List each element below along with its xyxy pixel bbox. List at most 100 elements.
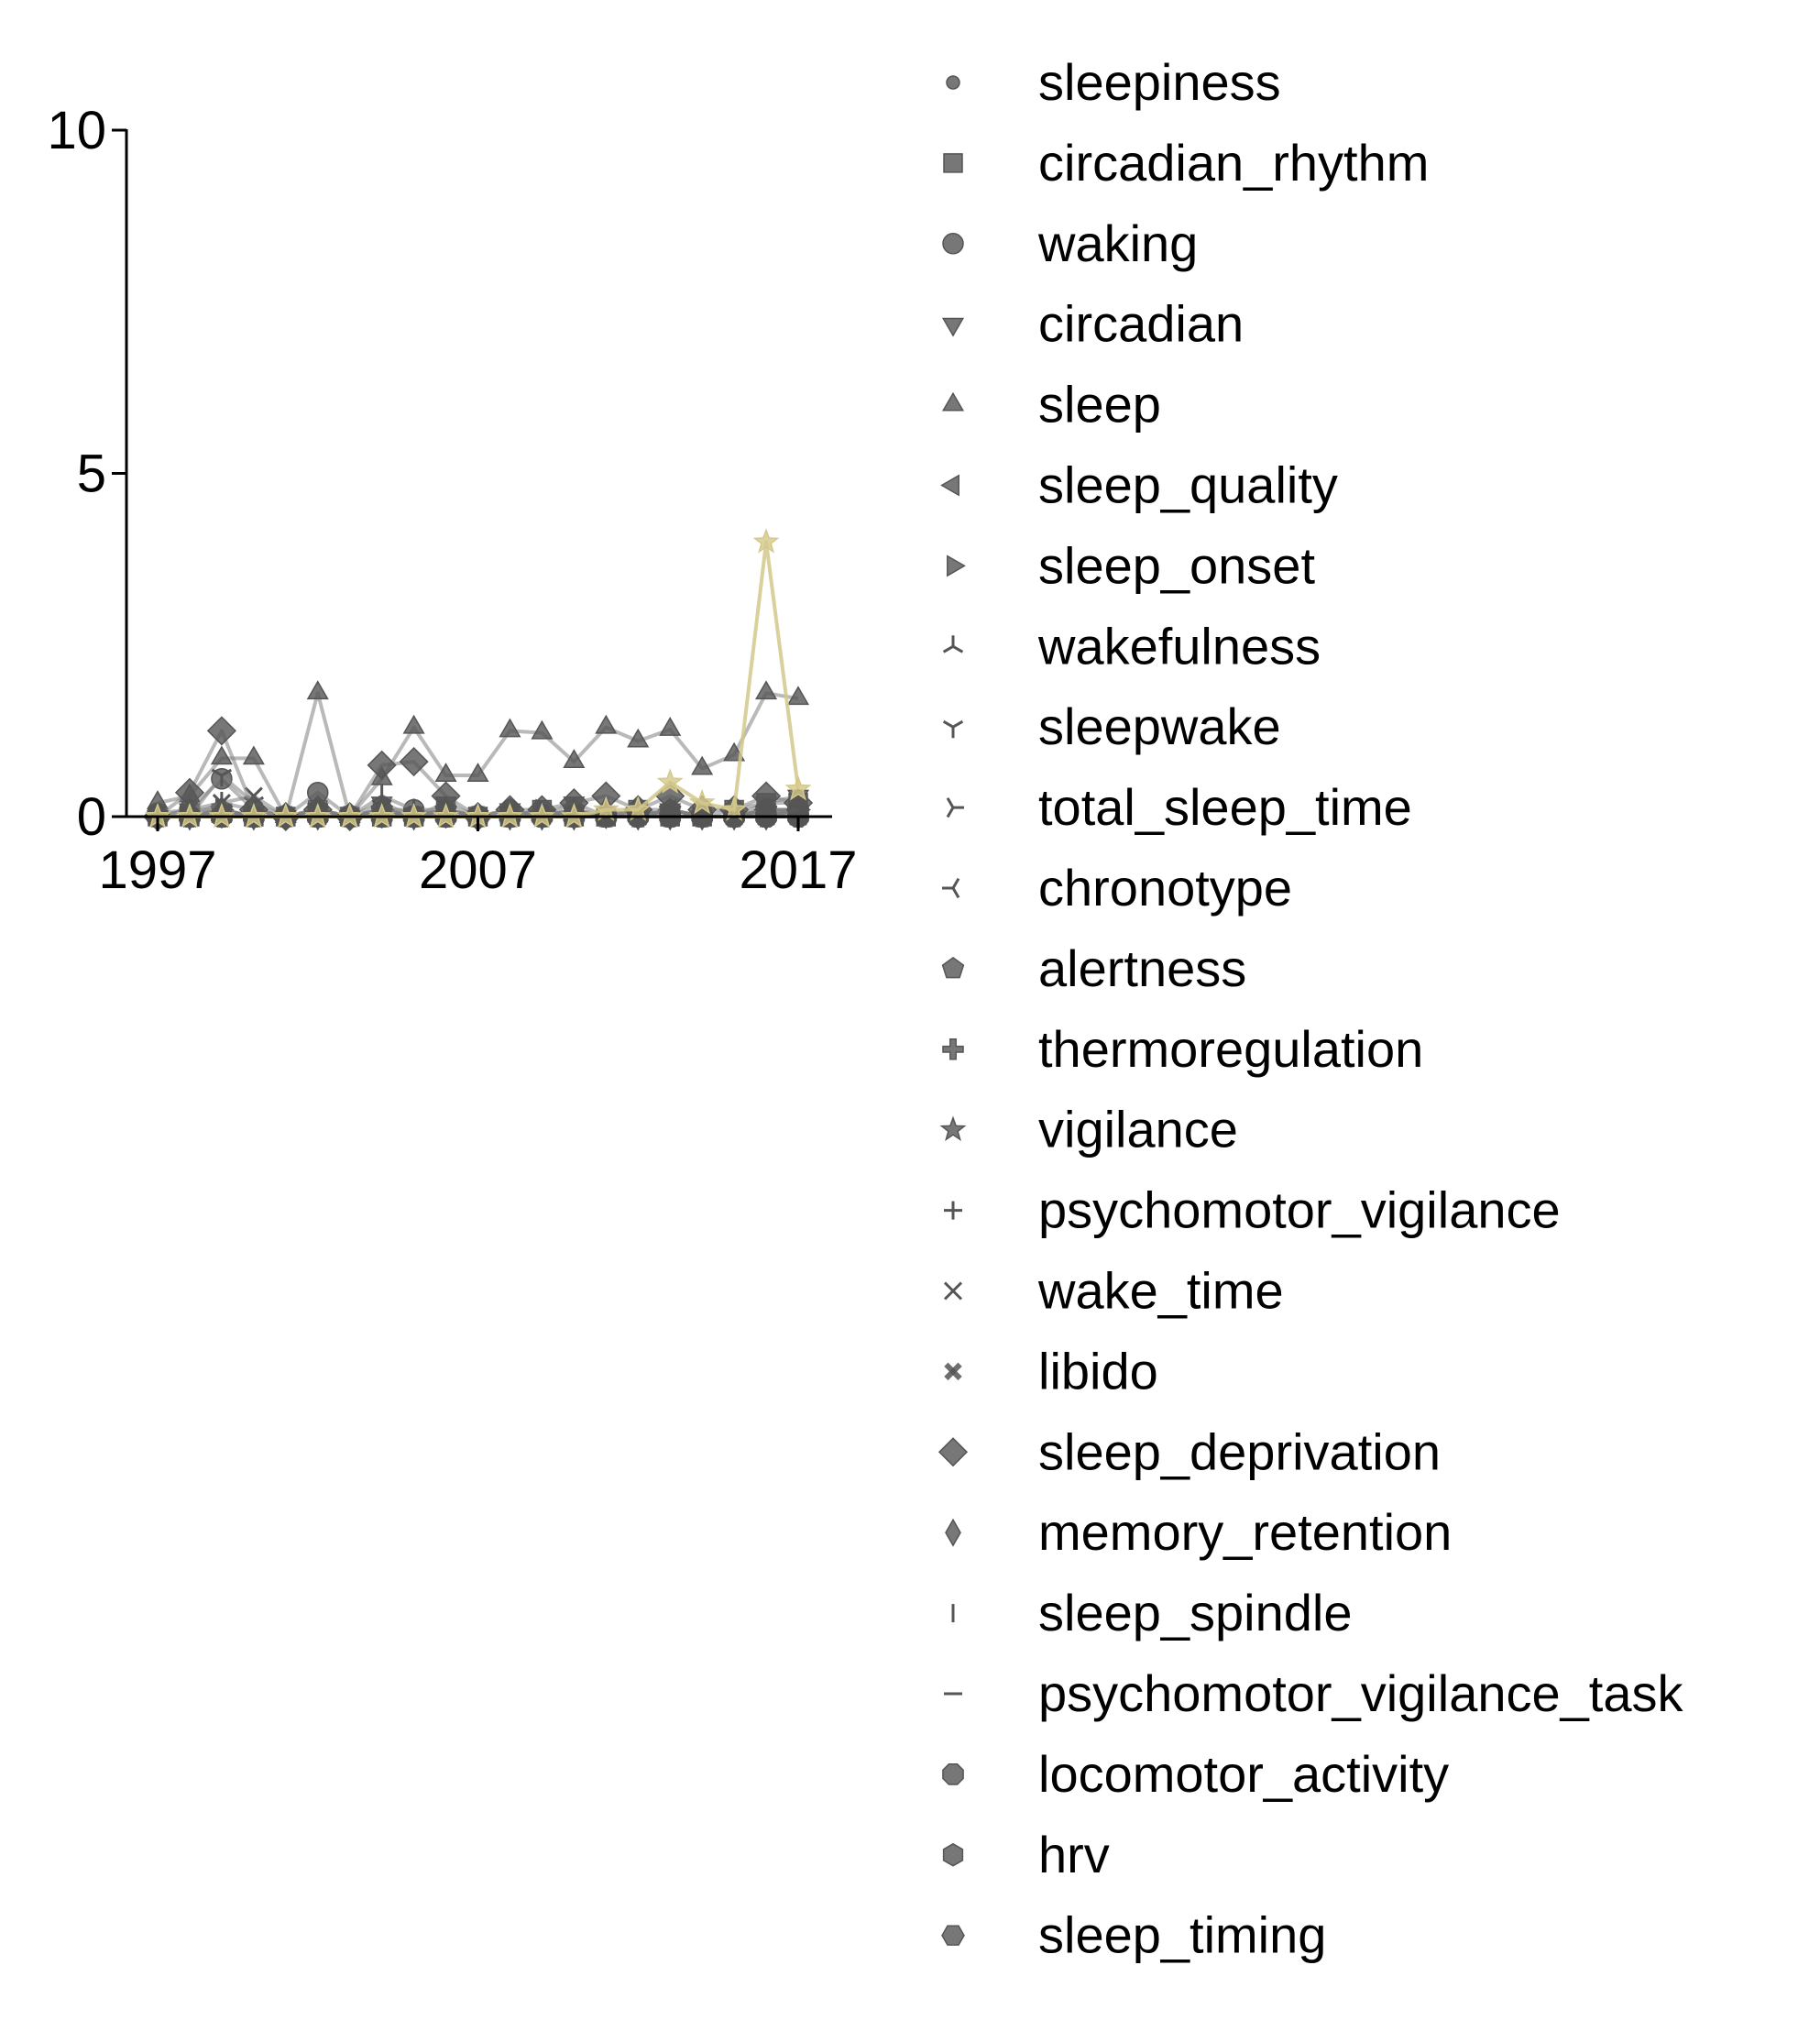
legend-label: sleepwake bbox=[1038, 697, 1281, 755]
data-point-vigilance bbox=[720, 796, 748, 821]
legend-marker-sleep_deprivation bbox=[937, 1437, 969, 1467]
data-point-sleep bbox=[786, 686, 810, 706]
legend-item-libido: libido bbox=[944, 1342, 1158, 1400]
legend-marker-sleepwake bbox=[942, 719, 964, 739]
legend-item-total_sleep_time: total_sleep_time bbox=[946, 778, 1412, 836]
legend-item-locomotor_activity: locomotor_activity bbox=[942, 1745, 1449, 1803]
data-point-sleep_deprivation bbox=[367, 750, 397, 780]
legend-item-hrv: hrv bbox=[942, 1826, 1110, 1883]
legend-label: chronotype bbox=[1038, 859, 1292, 917]
legend-item-thermoregulation: thermoregulation bbox=[942, 1020, 1423, 1078]
legend-label: sleep_spindle bbox=[1038, 1584, 1352, 1641]
legend-marker-alertness bbox=[941, 956, 965, 979]
legend-label: sleep bbox=[1038, 376, 1161, 434]
data-point-sleep bbox=[691, 755, 714, 775]
y-tick-label: 10 bbox=[47, 101, 106, 160]
legend-marker-wakefulness bbox=[942, 635, 964, 653]
data-point-sleep bbox=[434, 763, 457, 783]
legend-marker-locomotor_activity bbox=[942, 1763, 964, 1785]
legend-label: psychomotor_vigilance_task bbox=[1038, 1664, 1683, 1722]
legend-label: circadian bbox=[1038, 295, 1244, 353]
legend-marker-vigilance bbox=[939, 1115, 967, 1141]
legend-label: hrv bbox=[1038, 1826, 1110, 1883]
legend-label: sleep_deprivation bbox=[1038, 1422, 1441, 1480]
data-point-sleep bbox=[499, 718, 521, 738]
legend-label: locomotor_activity bbox=[1038, 1745, 1449, 1803]
legend-item-wakefulness: wakefulness bbox=[942, 617, 1321, 675]
data-point-sleepwake bbox=[211, 768, 233, 787]
legend-label: alertness bbox=[1038, 939, 1246, 997]
legend-marker-sleep_onset bbox=[947, 554, 966, 577]
data-point-sleep bbox=[466, 763, 489, 783]
data-point-sleep bbox=[210, 745, 233, 765]
plot-lines bbox=[142, 528, 814, 832]
y-tick-label: 5 bbox=[77, 445, 106, 504]
legend-label: wake_time bbox=[1037, 1262, 1284, 1320]
x-tick-label: 2017 bbox=[739, 840, 857, 900]
axes: 0 5 10 1997 2007 2017 bbox=[47, 101, 857, 900]
data-point-sleep bbox=[306, 680, 329, 700]
data-point-vigilance bbox=[688, 788, 716, 815]
legend-marker-sleepiness bbox=[946, 75, 960, 90]
legend-label: psychomotor_vigilance bbox=[1038, 1181, 1561, 1239]
legend-item-psychomotor_vigilance: psychomotor_vigilance bbox=[944, 1181, 1561, 1239]
data-point-vigilance bbox=[592, 796, 619, 821]
legend-item-sleep_spindle: sleep_spindle bbox=[951, 1584, 1352, 1641]
legend-item-circadian: circadian bbox=[941, 295, 1244, 353]
x-tick-label: 2007 bbox=[419, 840, 537, 900]
legend-marker-sleep_timing bbox=[941, 1925, 965, 1946]
legend-label: sleepiness bbox=[1038, 53, 1281, 111]
data-point-vigilance bbox=[784, 774, 812, 801]
data-point-sleep bbox=[595, 714, 618, 734]
series-vigilance bbox=[144, 528, 812, 829]
legend-label: sleep_quality bbox=[1038, 456, 1338, 514]
legend-label: sleep_timing bbox=[1038, 1906, 1326, 1964]
legend-item-sleepwake: sleepwake bbox=[942, 697, 1281, 755]
data-point-wakefulness bbox=[371, 785, 392, 803]
legend-item-sleep_timing: sleep_timing bbox=[941, 1906, 1326, 1964]
legend-label: memory_retention bbox=[1038, 1503, 1452, 1561]
legend-label: vigilance bbox=[1038, 1101, 1238, 1158]
data-point-sleep bbox=[627, 728, 650, 748]
legend-marker-waking bbox=[942, 233, 964, 255]
legend-item-wake_time: wake_time bbox=[943, 1262, 1284, 1320]
legend-item-psychomotor_vigilance_task: psychomotor_vigilance_task bbox=[944, 1664, 1683, 1722]
data-point-sleep_timing bbox=[786, 799, 810, 820]
legend-marker-wake_time bbox=[943, 1281, 963, 1301]
legend-item-sleep: sleep bbox=[941, 376, 1161, 434]
legend-item-vigilance: vigilance bbox=[939, 1101, 1238, 1158]
legend-marker-libido bbox=[944, 1362, 962, 1381]
legend-item-sleep_deprivation: sleep_deprivation bbox=[937, 1422, 1441, 1480]
data-point-vigilance bbox=[752, 528, 780, 554]
legend-label: thermoregulation bbox=[1038, 1020, 1423, 1078]
data-point-vigilance bbox=[624, 796, 652, 821]
legend-item-waking: waking bbox=[942, 214, 1198, 272]
legend-item-circadian_rhythm: circadian_rhythm bbox=[943, 134, 1429, 192]
legend-label: total_sleep_time bbox=[1038, 778, 1412, 836]
data-point-sleep bbox=[402, 714, 425, 734]
y-tick-label: 0 bbox=[77, 787, 106, 847]
data-point-sleep_deprivation bbox=[206, 716, 236, 746]
legend-label: waking bbox=[1037, 214, 1198, 272]
legend-marker-chronotype bbox=[942, 877, 960, 899]
legend-marker-sleep bbox=[941, 391, 965, 412]
legend-marker-circadian_rhythm bbox=[943, 153, 963, 173]
x-tick-label: 1997 bbox=[98, 840, 216, 900]
data-point-sleep bbox=[659, 716, 682, 736]
legend-item-alertness: alertness bbox=[941, 939, 1246, 997]
data-point-sleep bbox=[531, 719, 554, 740]
legend-label: circadian_rhythm bbox=[1038, 134, 1429, 192]
legend-marker-memory_retention bbox=[945, 1518, 961, 1547]
data-point-vigilance bbox=[656, 768, 684, 794]
legend-label: wakefulness bbox=[1037, 617, 1321, 675]
legend-item-sleepiness: sleepiness bbox=[946, 53, 1281, 111]
legend-item-sleep_onset: sleep_onset bbox=[947, 536, 1315, 594]
legend-item-sleep_quality: sleep_quality bbox=[940, 456, 1338, 514]
data-point-sleep_deprivation bbox=[399, 747, 429, 777]
data-point-sleep bbox=[755, 680, 778, 700]
legend-label: sleep_onset bbox=[1038, 536, 1315, 594]
legend-label: libido bbox=[1038, 1342, 1158, 1400]
